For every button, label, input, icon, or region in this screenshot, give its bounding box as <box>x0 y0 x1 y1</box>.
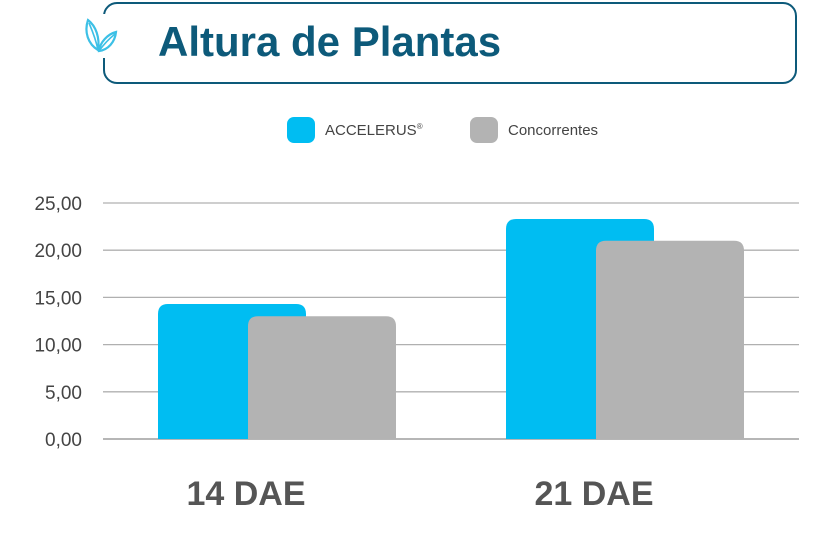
bar-concorrentes-14-dae <box>248 316 396 439</box>
y-tick-label: 25,00 <box>34 194 82 215</box>
legend-swatch-concorrentes <box>470 117 498 143</box>
y-tick-label: 0,00 <box>45 430 82 451</box>
x-category-label: 14 DAE <box>186 475 305 513</box>
y-tick-label: 20,00 <box>34 241 82 262</box>
legend-item-concorrentes: Concorrentes <box>470 117 598 143</box>
bar-concorrentes-21-dae <box>596 240 744 439</box>
legend-swatch-accelerus <box>287 117 315 143</box>
leaf-icon <box>82 14 122 58</box>
x-category-label: 21 DAE <box>534 475 653 513</box>
legend-label-accelerus: ACCELERUS® <box>325 121 423 139</box>
legend-item-accelerus: ACCELERUS® <box>287 117 423 143</box>
y-tick-label: 15,00 <box>34 288 82 309</box>
title-box <box>103 2 797 84</box>
page-title: Altura de Plantas <box>158 18 502 65</box>
legend-label-concorrentes: Concorrentes <box>508 121 599 139</box>
chart-legend: ACCELERUS® Concorrentes <box>0 117 839 145</box>
y-tick-label: 5,00 <box>45 383 82 404</box>
y-tick-label: 10,00 <box>34 336 82 357</box>
